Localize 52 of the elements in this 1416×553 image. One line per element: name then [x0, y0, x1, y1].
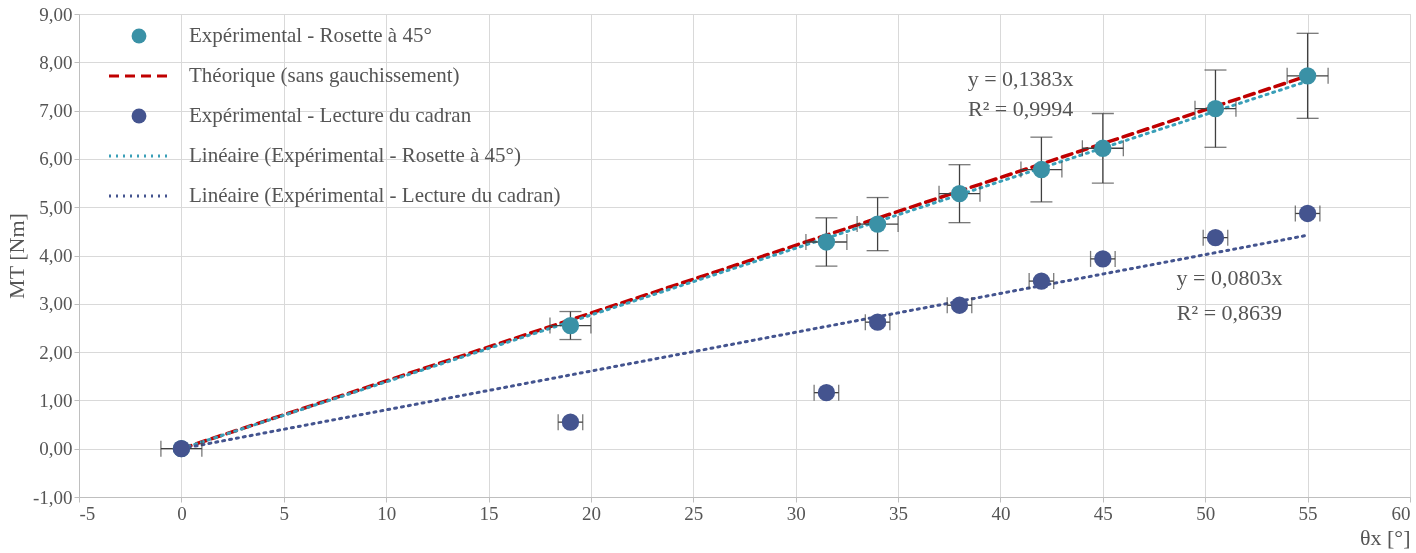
- point: [1206, 100, 1225, 118]
- x-tick-label: 25: [684, 502, 704, 524]
- point: [868, 313, 887, 331]
- point: [1206, 228, 1225, 247]
- point: [1094, 139, 1112, 157]
- y-tick-label: 8,00: [39, 51, 73, 73]
- y-tick-label: -1,00: [32, 486, 73, 508]
- x-tick-label: 35: [889, 502, 909, 524]
- annotation: R² = 0,8639: [1176, 299, 1283, 325]
- annotation: R² = 0,9994: [968, 96, 1074, 122]
- point: [561, 413, 580, 431]
- y-tick-label: 1,00: [39, 389, 73, 411]
- y-tick-label: 9,00: [39, 3, 73, 25]
- point: [1298, 67, 1317, 85]
- annotation: y = 0,0803x: [1176, 265, 1283, 291]
- point: [1032, 272, 1051, 290]
- y-tick-label: 2,00: [39, 341, 73, 363]
- x-tick-label: 10: [377, 502, 397, 524]
- point: [868, 215, 887, 233]
- legend-label: Linéaire (Expérimental - Lecture du cadran): [189, 183, 561, 207]
- y-tick-label: 6,00: [39, 148, 73, 170]
- y-axis-title: MT [Nm]: [3, 213, 29, 299]
- point: [1094, 250, 1112, 268]
- x-tick-label: 0: [177, 502, 187, 524]
- x-tick-label: 40: [991, 502, 1011, 524]
- y-tick-label: 4,00: [39, 245, 73, 266]
- x-tick-label: 15: [479, 502, 499, 524]
- legend-label: Expérimental - Lecture du cadran: [189, 103, 472, 127]
- annotation: y = 0,1383x: [967, 65, 1074, 91]
- x-axis-title: θx [°]: [1360, 524, 1411, 550]
- x-tick-label: 20: [581, 502, 601, 524]
- x-tick-label: 5: [279, 502, 290, 524]
- y-tick-label: 0,00: [39, 438, 73, 460]
- point: [817, 233, 836, 251]
- legend-label: Expérimental - Rosette à 45°: [189, 23, 432, 47]
- point: [950, 185, 969, 203]
- point: [1298, 204, 1317, 223]
- point: [950, 296, 969, 314]
- point: [561, 316, 580, 335]
- x-tick-label: 60: [1391, 502, 1411, 524]
- x-tick-label: 30: [786, 502, 806, 524]
- legend-label: Linéaire (Expérimental - Rosette à 45°): [189, 143, 522, 167]
- x-tick-label: 50: [1196, 502, 1216, 524]
- legend-label: Théorique (sans gauchissement): [189, 63, 460, 87]
- x-tick-label: 55: [1298, 502, 1318, 524]
- y-tick-label: 3,00: [39, 293, 73, 315]
- y-tick-label: 5,00: [39, 196, 73, 218]
- x-tick-label: 45: [1093, 502, 1113, 524]
- point: [817, 384, 836, 402]
- y-tick-label: 7,00: [39, 100, 73, 122]
- point: [1032, 160, 1051, 179]
- x-tick-label: -5: [79, 502, 96, 524]
